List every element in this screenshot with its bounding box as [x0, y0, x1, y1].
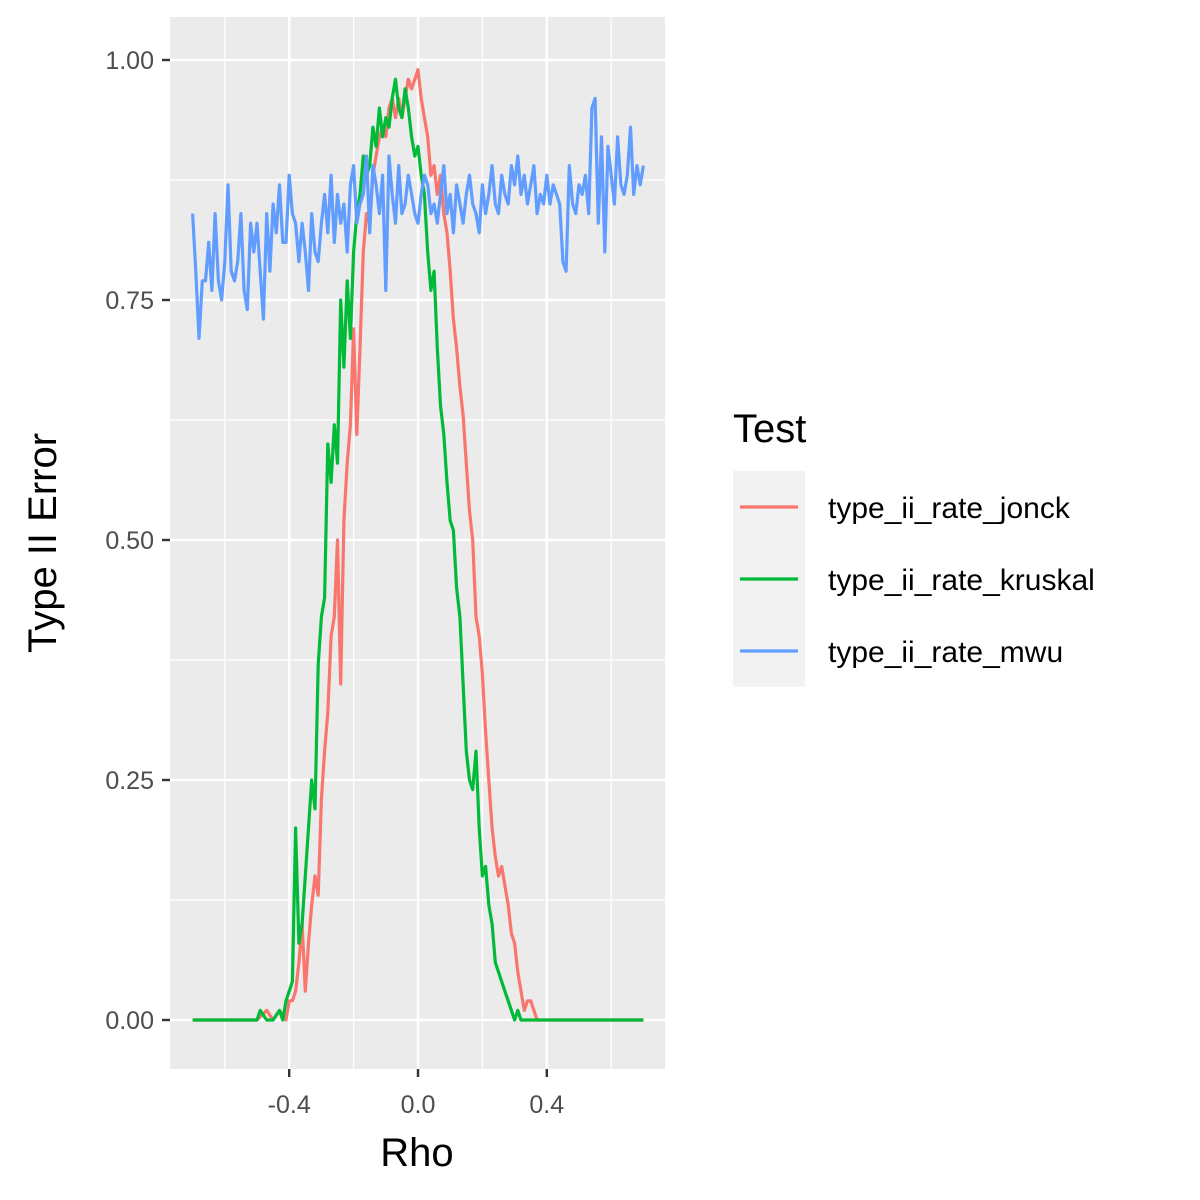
series-layer: [191, 67, 645, 1022]
series-line-type_ii_rate_mwu: [191, 96, 645, 340]
series-line-type_ii_rate_jonck: [192, 67, 644, 1022]
y-tick-label: 0.75: [105, 287, 154, 315]
y-axis: 0.00 0.25 0.50 0.75 1.00: [105, 47, 170, 1035]
legend-label-type_ii_rate_kruskal: type_ii_rate_kruskal: [828, 564, 1095, 597]
series-line-type_ii_rate_kruskal: [192, 77, 644, 1022]
y-tick-label: 0.25: [105, 767, 154, 795]
y-tick-label: 0.00: [105, 1007, 154, 1035]
legend: Test type_ii_rate_jonck type_ii_rate_krus…: [733, 407, 1095, 687]
legend-label-type_ii_rate_jonck: type_ii_rate_jonck: [828, 492, 1071, 525]
x-tick-label: -0.4: [268, 1091, 311, 1119]
x-axis-title: Rho: [380, 1131, 453, 1175]
legend-label-type_ii_rate_mwu: type_ii_rate_mwu: [828, 636, 1063, 669]
x-tick-label: 0.4: [529, 1091, 564, 1119]
y-tick-label: 1.00: [105, 47, 154, 75]
x-axis: -0.4 0.0 0.4: [268, 1069, 564, 1119]
legend-title: Test: [733, 407, 806, 451]
y-tick-label: 0.50: [105, 527, 154, 555]
x-tick-label: 0.0: [401, 1091, 436, 1119]
y-axis-title: Type II Error: [21, 433, 65, 653]
